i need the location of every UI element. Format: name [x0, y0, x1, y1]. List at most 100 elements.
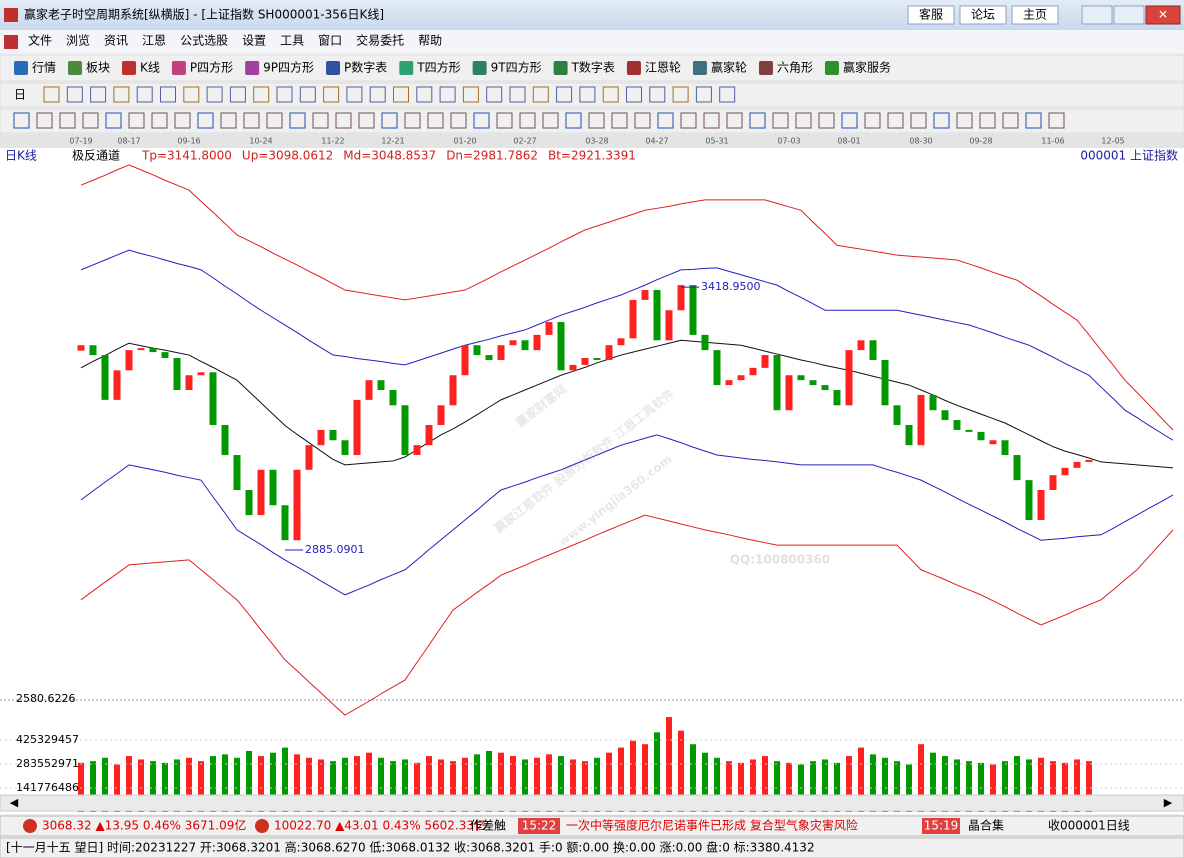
menu-item[interactable]: 交易委托 [356, 33, 404, 48]
title-link-button[interactable] [959, 5, 1007, 25]
toolbar-button[interactable]: 板块 [86, 61, 110, 75]
menu-item[interactable]: 帮助 [418, 34, 442, 48]
toolbar-icon[interactable] [672, 86, 689, 103]
toolbar-icon[interactable] [695, 86, 712, 103]
toolbar-icon[interactable] [565, 112, 582, 129]
maximize-button[interactable] [1113, 5, 1145, 25]
toolbar-icon[interactable] [979, 112, 996, 129]
toolbar-icon[interactable] [174, 112, 191, 129]
toolbar-icon[interactable] [393, 86, 409, 103]
toolbar-icon[interactable] [588, 112, 605, 129]
toolbar-icon[interactable] [312, 112, 329, 129]
menu-item[interactable]: 资讯 [104, 34, 128, 48]
toolbar-button[interactable]: T四方形 [416, 60, 460, 75]
toolbar-icon[interactable] [1002, 112, 1019, 129]
toolbar-button[interactable]: K线 [140, 61, 160, 75]
toolbar-icon[interactable] [626, 86, 642, 103]
title-link[interactable]: 论坛 [971, 8, 995, 22]
toolbar-button[interactable]: 行情 [32, 61, 56, 75]
toolbar-icon[interactable] [151, 112, 168, 129]
toolbar-icon[interactable] [358, 112, 375, 129]
toolbar-icon[interactable] [933, 112, 950, 129]
toolbar-icon[interactable] [556, 86, 573, 103]
toolbar-icon[interactable] [602, 86, 619, 103]
toolbar-icon[interactable] [266, 112, 283, 129]
toolbar-icon[interactable] [439, 86, 456, 103]
title-link[interactable]: 客服 [919, 7, 943, 22]
toolbar-icon[interactable] [335, 112, 352, 129]
toolbar-icon[interactable] [229, 86, 246, 103]
toolbar-button[interactable]: 赢家轮 [711, 60, 747, 75]
toolbar-icon[interactable] [136, 86, 153, 103]
toolbar-icon[interactable] [887, 112, 904, 129]
toolbar-button[interactable]: 江恩轮 [645, 61, 681, 75]
title-link-button[interactable] [1011, 5, 1059, 25]
news-ticker[interactable]: 一次中等强度厄尔尼诺事件已形成 复合型气象灾害风险 [566, 818, 858, 833]
period-selector[interactable]: 日 [14, 88, 26, 102]
toolbar-icon[interactable] [43, 86, 60, 103]
toolbar-icon[interactable] [243, 112, 260, 129]
scrollbar[interactable] [0, 794, 1184, 812]
minimize-button[interactable] [1081, 5, 1113, 25]
toolbar-icon[interactable] [910, 112, 927, 129]
toolbar-icon[interactable] [276, 86, 293, 103]
toolbar-icon[interactable] [160, 86, 176, 103]
toolbar-icon[interactable] [36, 112, 53, 129]
toolbar-icon[interactable] [703, 112, 720, 129]
toolbar-icon[interactable] [59, 112, 76, 129]
toolbar-icon[interactable] [496, 112, 513, 129]
toolbar-button[interactable]: 赢家服务 [843, 60, 891, 75]
toolbar-icon[interactable] [749, 112, 766, 129]
menu-item[interactable]: 公式选股 [180, 34, 228, 48]
toolbar-icon[interactable] [346, 86, 363, 103]
toolbar-icon[interactable] [649, 86, 666, 103]
toolbar-icon[interactable] [113, 86, 130, 103]
toolbar-icon[interactable] [183, 86, 200, 103]
toolbar-icon[interactable] [680, 112, 697, 129]
toolbar-icon[interactable] [579, 86, 596, 103]
toolbar-icon[interactable] [532, 86, 549, 103]
toolbar-icon[interactable] [542, 112, 559, 129]
toolbar-icon[interactable] [323, 86, 340, 103]
close-button[interactable] [1145, 5, 1181, 25]
toolbar-icon[interactable] [509, 86, 526, 103]
scroll-right[interactable]: ▶ [1164, 796, 1173, 809]
toolbar-icon[interactable] [657, 112, 674, 129]
toolbar-icon[interactable] [206, 86, 223, 103]
toolbar-icon[interactable] [66, 86, 83, 103]
toolbar-icon[interactable] [956, 112, 973, 129]
toolbar-icon[interactable] [450, 112, 467, 129]
toolbar-button[interactable]: 六角形 [777, 61, 813, 75]
toolbar-button[interactable]: T数字表 [571, 60, 615, 75]
menu-item[interactable]: 文件 [28, 33, 52, 48]
toolbar-icon[interactable] [220, 112, 237, 129]
toolbar-button[interactable]: P数字表 [344, 60, 387, 75]
toolbar-icon[interactable] [253, 86, 270, 103]
toolbar-icon[interactable] [818, 112, 835, 129]
toolbar-icon[interactable] [726, 112, 743, 129]
scroll-left[interactable]: ◀ [10, 796, 19, 809]
toolbar-icon[interactable] [197, 112, 214, 129]
toolbar-icon[interactable] [404, 112, 421, 129]
toolbar-button[interactable]: P四方形 [190, 60, 233, 75]
menu-item[interactable]: 窗口 [318, 34, 342, 48]
toolbar-icon[interactable] [1025, 112, 1042, 129]
toolbar-icon[interactable] [369, 86, 386, 103]
toolbar-icon[interactable] [299, 86, 316, 103]
title-link-button[interactable] [907, 5, 955, 25]
menu-item[interactable]: 江恩 [142, 34, 166, 48]
toolbar-icon[interactable] [13, 112, 30, 129]
toolbar-icon[interactable] [381, 112, 398, 129]
toolbar-icon[interactable] [611, 112, 628, 129]
toolbar-icon[interactable] [82, 112, 99, 129]
toolbar-icon[interactable] [473, 112, 490, 129]
toolbar-icon[interactable] [462, 86, 479, 103]
toolbar-icon[interactable] [105, 112, 122, 129]
toolbar-icon[interactable] [795, 112, 812, 129]
toolbar-button[interactable]: 9P四方形 [263, 60, 314, 75]
menu-item[interactable]: 工具 [280, 34, 304, 48]
toolbar-icon[interactable] [772, 112, 789, 129]
toolbar-icon[interactable] [634, 112, 651, 129]
toolbar-icon[interactable] [427, 112, 444, 129]
menu-item[interactable]: 设置 [242, 34, 266, 48]
